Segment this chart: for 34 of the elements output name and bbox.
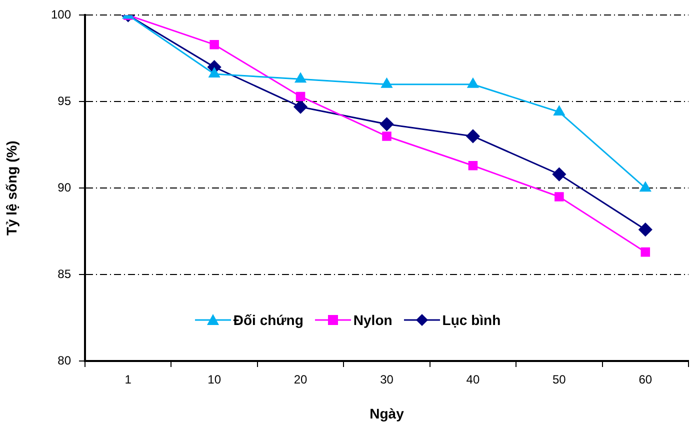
x-tick-label: 40: [466, 372, 480, 387]
x-tick-label: 1: [124, 372, 132, 387]
point: [210, 40, 219, 50]
point: [295, 72, 306, 83]
legend-label: Lục bình: [442, 312, 501, 328]
y-tick-label: 90: [58, 180, 72, 194]
y-tick-label: 95: [58, 94, 72, 108]
y-tick-label: 100: [50, 8, 72, 22]
point: [640, 182, 651, 192]
x-tick-label: 60: [638, 372, 652, 387]
point: [296, 92, 306, 102]
point: [381, 78, 392, 88]
x-tick-label: 30: [380, 372, 394, 387]
point: [208, 68, 220, 78]
point: [554, 192, 564, 202]
x-tick-label: 50: [552, 372, 566, 387]
point: [468, 160, 478, 170]
point: [294, 100, 308, 114]
point: [467, 78, 478, 88]
point: [380, 117, 394, 131]
point: [382, 132, 392, 141]
legend-label: Nylon: [353, 312, 392, 328]
y-tick-label: 80: [58, 353, 72, 368]
legend-label: Đối chứng: [233, 312, 304, 328]
point: [466, 129, 480, 143]
point: [552, 168, 566, 182]
y-tick-label: 85: [58, 266, 72, 281]
point: [638, 222, 652, 236]
point: [554, 106, 565, 116]
x-axis-title: Ngày: [370, 405, 404, 422]
x-tick-label: 20: [294, 372, 308, 387]
y-axis-title: Tỷ lệ sống (%): [3, 140, 20, 236]
x-tick-label: 10: [208, 372, 222, 387]
point: [640, 247, 650, 257]
